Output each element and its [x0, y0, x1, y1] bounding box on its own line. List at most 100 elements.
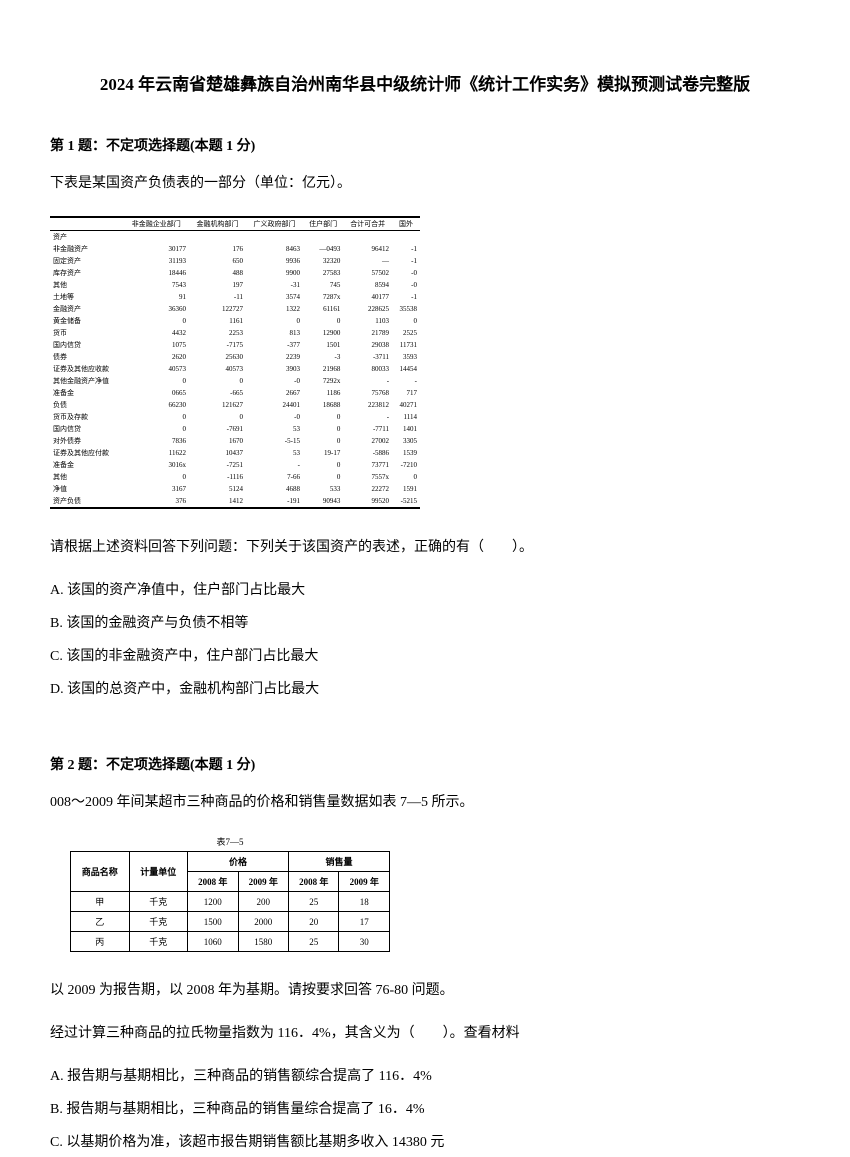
q1-cell: 122727 — [189, 303, 246, 315]
q1-cell: 0 — [124, 375, 189, 387]
q1-cell: — — [343, 255, 392, 267]
q1-cell: -7251 — [189, 459, 246, 471]
q1-cell: 3305 — [392, 435, 420, 447]
q2-th-sales: 销售量 — [289, 852, 390, 872]
q1-cell: 7287x — [303, 291, 343, 303]
q1-cell: 12900 — [303, 327, 343, 339]
q1-cell: 1412 — [189, 495, 246, 508]
q1-cell: 证券及其他应付款 — [50, 447, 124, 459]
q1-cell: 57502 — [343, 267, 392, 279]
q1-cell: 资产 — [50, 231, 124, 244]
q1-cell: 61161 — [303, 303, 343, 315]
q1-cell: 3903 — [246, 363, 303, 375]
q2-cell: 乙 — [71, 912, 130, 932]
q2-cell: 30 — [339, 932, 390, 952]
q2-cell: 1500 — [188, 912, 238, 932]
q1-cell: 228625 — [343, 303, 392, 315]
q2-th-2009p: 2009 年 — [238, 872, 288, 892]
q2-prompt2: 经过计算三种商品的拉氏物量指数为 116．4%，其含义为（ ）。查看材料 — [50, 1020, 800, 1048]
q1-cell: 9936 — [246, 255, 303, 267]
q1-cell: 7292x — [303, 375, 343, 387]
q1-cell: 债券 — [50, 351, 124, 363]
q1-cell: 813 — [246, 327, 303, 339]
page-title: 2024 年云南省楚雄彝族自治州南华县中级统计师《统计工作实务》模拟预测试卷完整… — [50, 70, 800, 95]
q1-cell: 1670 — [189, 435, 246, 447]
q1-cell — [124, 231, 189, 244]
q1-cell: 376 — [124, 495, 189, 508]
q1-cell — [189, 231, 246, 244]
q1-cell: 1539 — [392, 447, 420, 459]
q2-cell: 1200 — [188, 892, 238, 912]
q1-cell: 货币及存款 — [50, 411, 124, 423]
q1-cell: 223812 — [343, 399, 392, 411]
q1-cell: 32320 — [303, 255, 343, 267]
q1-cell: 4688 — [246, 483, 303, 495]
q1-cell: 35538 — [392, 303, 420, 315]
q1-cell: 7543 — [124, 279, 189, 291]
q2-cell: 千克 — [129, 892, 188, 912]
q1-header: 第 1 题：不定项选择题(本题 1 分) — [50, 135, 800, 155]
q1-cell: 7-66 — [246, 471, 303, 483]
q1-cell: -7691 — [189, 423, 246, 435]
q1-cell: 121627 — [189, 399, 246, 411]
q1-cell: 其他 — [50, 279, 124, 291]
q1-cell: -3 — [303, 351, 343, 363]
q1-cell — [303, 231, 343, 244]
q1-cell: 75768 — [343, 387, 392, 399]
q1-cell: 0 — [246, 315, 303, 327]
q1-cell: 66230 — [124, 399, 189, 411]
q1-cell: 40573 — [124, 363, 189, 375]
q1-cell: 0 — [303, 423, 343, 435]
q2-th-2009s: 2009 年 — [339, 872, 390, 892]
q1-cell: 0 — [303, 315, 343, 327]
q1-cell: 7557x — [343, 471, 392, 483]
q1-cell: 固定资产 — [50, 255, 124, 267]
price-sales-table: 商品名称 计量单位 价格 销售量 2008 年 2009 年 2008 年 20… — [70, 851, 390, 952]
q1-intro: 下表是某国资产负债表的一部分（单位：亿元）。 — [50, 170, 800, 198]
q1-cell: 非金融资产 — [50, 243, 124, 255]
q1-cell: 745 — [303, 279, 343, 291]
q2-th-2008s: 2008 年 — [289, 872, 339, 892]
q1-cell: 国内信贷 — [50, 339, 124, 351]
q1-cell: 31193 — [124, 255, 189, 267]
q1-cell: 0 — [124, 423, 189, 435]
q1-cell: 4432 — [124, 327, 189, 339]
q1-cell: 14454 — [392, 363, 420, 375]
q1-th — [50, 217, 124, 231]
q1-cell: 2239 — [246, 351, 303, 363]
q1-cell: 国内信贷 — [50, 423, 124, 435]
q1-cell: —0493 — [303, 243, 343, 255]
q1-cell: 2620 — [124, 351, 189, 363]
q2-cell: 千克 — [129, 932, 188, 952]
q1-cell: 3574 — [246, 291, 303, 303]
q1-cell: 11622 — [124, 447, 189, 459]
q1-cell: 其他 — [50, 471, 124, 483]
q1-cell: 资产负债 — [50, 495, 124, 508]
q1-cell: 1114 — [392, 411, 420, 423]
q2-cell: 25 — [289, 892, 339, 912]
q1-cell: -11 — [189, 291, 246, 303]
q1-prompt: 请根据上述资料回答下列问题：下列关于该国资产的表述，正确的有（ ）。 — [50, 534, 800, 562]
q1-cell: -0 — [246, 411, 303, 423]
q1-cell: 0 — [392, 315, 420, 327]
q1-cell: 0665 — [124, 387, 189, 399]
q1-cell: 库存资产 — [50, 267, 124, 279]
q2-cell: 丙 — [71, 932, 130, 952]
q1-cell: 53 — [246, 447, 303, 459]
q1-cell: 19-17 — [303, 447, 343, 459]
q1-cell: 533 — [303, 483, 343, 495]
q2-prompt1: 以 2009 为报告期，以 2008 年为基期。请按要求回答 76-80 问题。 — [50, 977, 800, 1005]
q1-cell: - — [392, 375, 420, 387]
q1-cell: 1401 — [392, 423, 420, 435]
q1-cell: 2253 — [189, 327, 246, 339]
q1-cell: 金融资产 — [50, 303, 124, 315]
q1-cell: 3016x — [124, 459, 189, 471]
q1-cell: - — [343, 375, 392, 387]
q1-cell: 1322 — [246, 303, 303, 315]
q1-cell: 1103 — [343, 315, 392, 327]
q2-cell: 200 — [238, 892, 288, 912]
q2-cell: 1580 — [238, 932, 288, 952]
q1-cell: 40177 — [343, 291, 392, 303]
q1-cell: 99520 — [343, 495, 392, 508]
q1-option-a: A. 该国的资产净值中，住户部门占比最大 — [50, 577, 800, 605]
